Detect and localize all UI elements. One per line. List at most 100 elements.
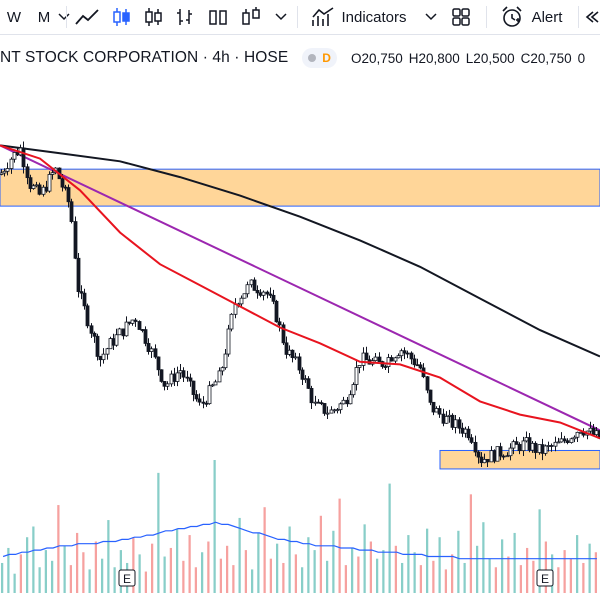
candle-body [399,350,404,357]
indicators-chevron-icon[interactable] [423,0,439,34]
volume-bar [76,532,79,593]
interval-dropdown-chevron-icon[interactable] [56,0,72,34]
candle-body [325,412,330,415]
top-toolbar: W M Indica [0,0,600,35]
candle-body [101,353,106,361]
candle-body [450,414,455,428]
candle-body [12,152,17,160]
volume-bar [13,573,16,593]
candle-body [300,369,305,380]
volume-bar [263,507,266,593]
market-status-badge[interactable]: D [302,48,337,68]
volume-bar [488,558,491,593]
candle-body [473,441,478,453]
candle-body [345,399,350,405]
volume-bar [294,554,297,593]
chart-type-chevron-icon[interactable] [272,0,290,34]
columns-chart-icon[interactable] [205,0,231,34]
candle-body [41,186,46,195]
candle-body [204,402,209,405]
candle-body [517,444,522,452]
candle-body [5,168,10,172]
earnings-marker-label: E [541,572,549,586]
volume-bar [132,537,135,593]
volume-bar [363,524,366,593]
line-chart-icon[interactable] [72,0,102,34]
candle-body [261,291,266,296]
candle-body [60,178,65,188]
candle-body [319,402,324,405]
candle-body [143,329,148,344]
volume-bar [244,550,247,593]
volume-bar [351,547,354,593]
volume-bar [232,565,235,593]
volume-bar [357,556,360,593]
candle-body [79,291,84,294]
trendline [0,144,600,432]
candle-body [117,328,122,336]
candle-body [492,450,497,462]
interval-m-button[interactable]: M [37,8,51,26]
candle-body [559,438,564,443]
volume-bar [307,537,310,593]
volume-bar [44,550,47,593]
indicators-icon[interactable] [310,0,336,34]
volume-bar [107,520,110,593]
candle-body [441,413,446,424]
heikin-ashi-icon[interactable] [238,0,264,34]
candle-body [434,408,439,413]
hollow-candles-icon[interactable] [140,0,166,34]
candle-body [306,378,311,389]
candle-body [569,438,574,443]
volume-bar [94,541,97,593]
volume-bar [1,562,4,593]
replay-rewind-icon[interactable] [584,0,600,34]
candles-chart-icon[interactable] [108,0,134,34]
candle-body [437,408,442,415]
slow-moving-average-line [0,144,600,358]
candle-body [21,147,26,168]
volume-bar [344,565,347,593]
volume-bar [101,558,104,593]
volume-bar [457,530,460,593]
candle-body [245,284,250,295]
candle-body [149,348,154,352]
volume-bar [88,569,91,593]
volume-bar [507,556,510,593]
candle-body [169,373,174,385]
candle-body [338,403,343,411]
candle-body [463,428,468,434]
candle-body [63,186,68,189]
candle-body [207,385,212,405]
candle-body [140,329,145,331]
volume-bar [594,552,597,593]
alert-button[interactable]: Alert [531,8,563,26]
candle-body [9,158,14,169]
symbol-title[interactable]: NT STOCK CORPORATION · 4h · HOSE [0,49,289,66]
candle-body [47,174,52,192]
volume-bar [588,543,591,593]
candle-body [44,186,49,192]
candle-body [223,353,228,369]
interval-w-button[interactable]: W [6,8,22,26]
candle-body [66,187,71,203]
alert-clock-icon[interactable] [499,0,525,34]
candle-body [479,456,484,464]
candle-body [418,364,423,369]
candle-body [274,300,279,323]
candle-body [572,436,577,440]
candle-body [92,332,97,337]
bars-chart-icon[interactable] [172,0,198,34]
candle-body [348,394,353,405]
change-value: 0 [577,50,586,66]
candle-body [213,381,218,386]
candle-body [425,376,430,391]
candle-body [457,419,462,429]
candle-body [351,384,356,396]
templates-grid-icon[interactable] [450,0,472,34]
candle-body [165,383,170,387]
candle-body [281,324,286,344]
indicators-button[interactable]: Indicators [341,8,407,26]
candle-body [431,401,436,413]
